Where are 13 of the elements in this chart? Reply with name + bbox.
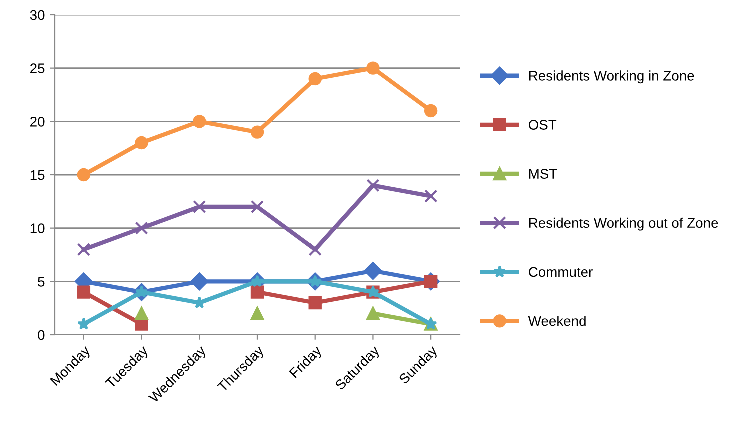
y-tick-label: 10	[30, 224, 45, 234]
legend-label: MST	[529, 169, 558, 179]
legend-label: Residents Working in Zone	[529, 70, 694, 84]
y-tick-label: 30	[30, 10, 45, 20]
y-tick-label: 25	[30, 64, 45, 74]
y-tick-label: 0	[38, 330, 45, 340]
y-tick-label: 5	[38, 277, 45, 287]
legend-label: OST	[528, 120, 557, 130]
legend-label: Residents Working out of Zone	[529, 218, 718, 231]
legend-label: Commuter	[529, 267, 593, 278]
y-tick-label: 20	[30, 117, 45, 127]
y-tick-label: 15	[30, 170, 45, 180]
legend-label: Weekend	[528, 316, 586, 326]
